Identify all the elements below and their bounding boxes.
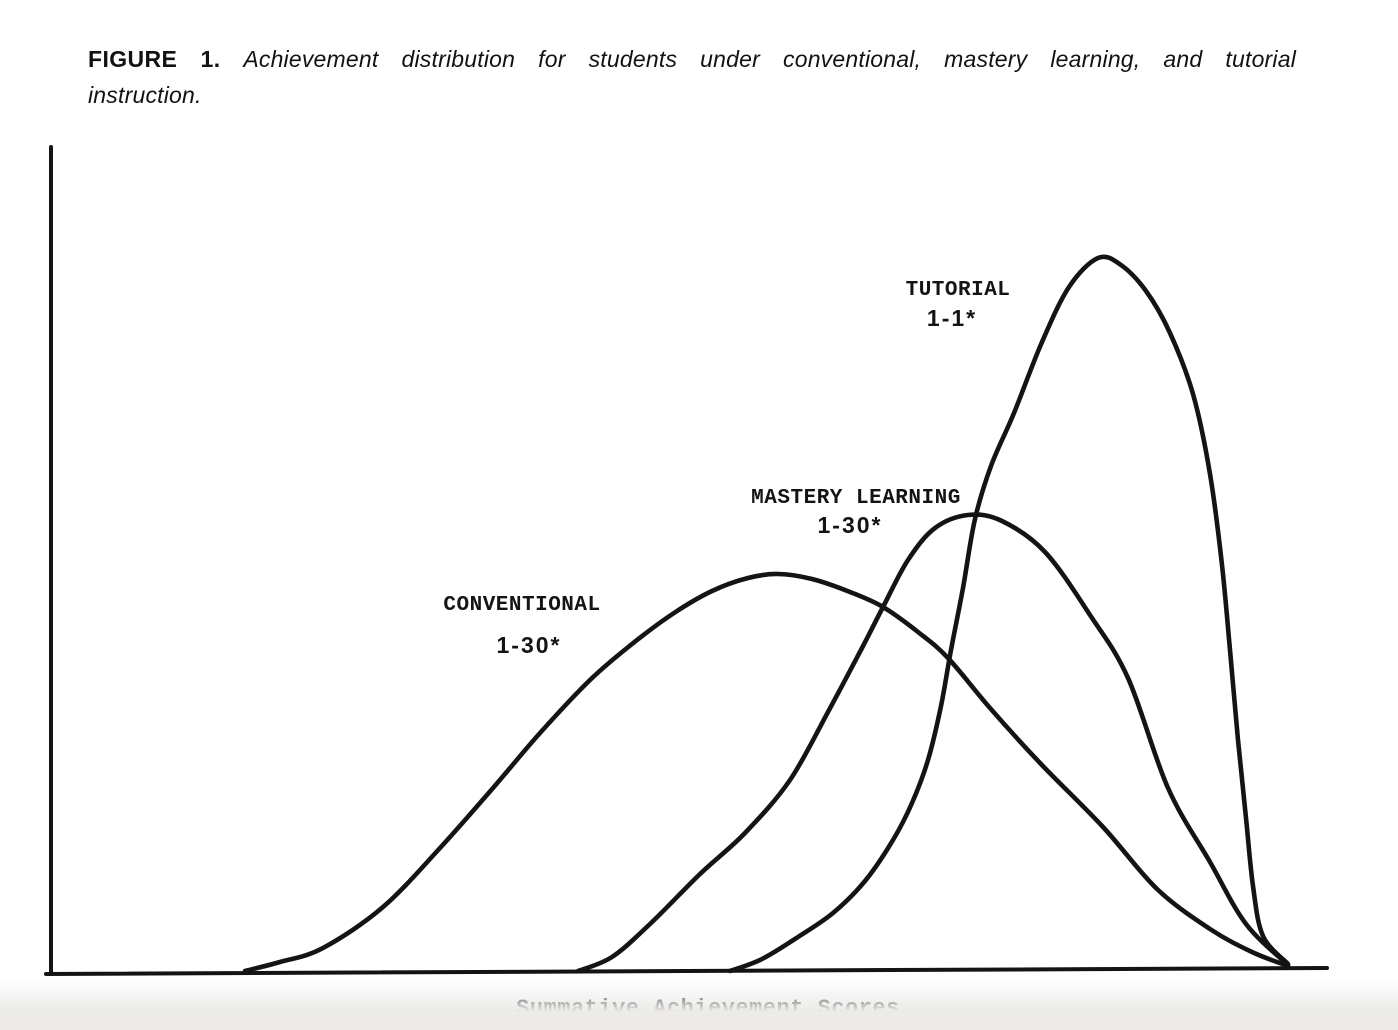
curve-annotation-conventional: 1-30* (496, 632, 562, 658)
figure-number: FIGURE 1. (88, 46, 221, 72)
curve-label-mastery-learning: MASTERY LEARNING (751, 487, 961, 510)
figure-caption-text: Achievement distribution for students un… (243, 46, 1297, 72)
figure-caption-line1: FIGURE 1. Achievement distribution for s… (88, 41, 1296, 77)
figure-caption: FIGURE 1. Achievement distribution for s… (88, 41, 1296, 113)
curve-annotation-mastery-learning: 1-30* (817, 512, 883, 538)
curve-mastery-learning (575, 512, 1291, 974)
curve-annotation-tutorial: 1-1* (926, 305, 978, 331)
curve-label-conventional: CONVENTIONAL (443, 594, 601, 617)
curve-label-tutorial: TUTORIAL (905, 279, 1011, 302)
x-axis-title: Summative Achievement Scores (516, 996, 900, 1021)
figure-caption-line2: instruction. (88, 82, 202, 108)
x-axis-line (44, 966, 1329, 976)
curve-tutorial (727, 254, 1291, 974)
curve-conventional (242, 571, 1291, 974)
